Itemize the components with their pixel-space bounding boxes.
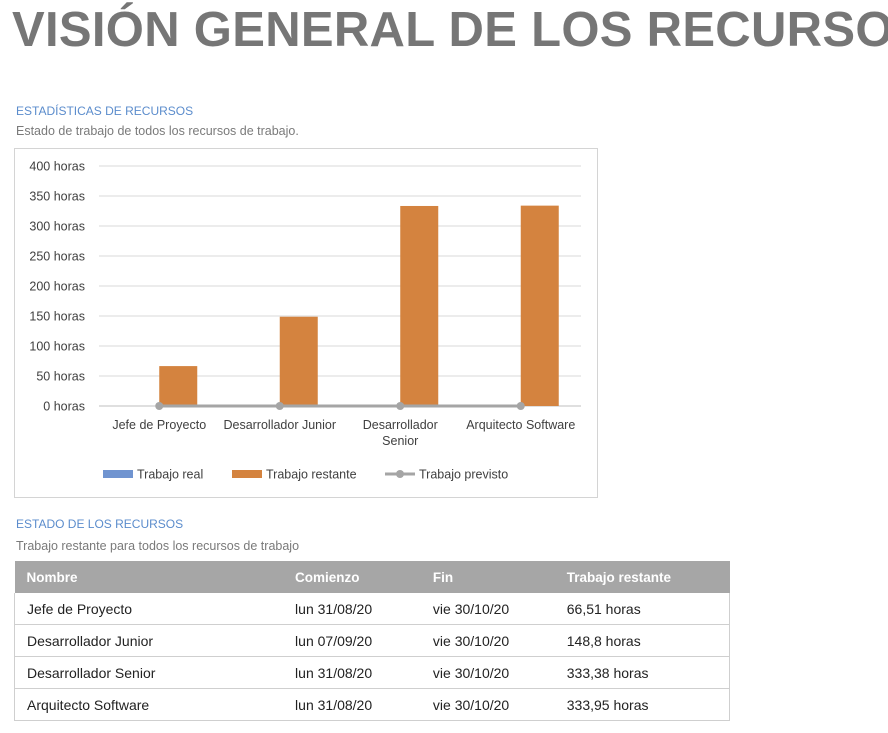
x-category-label: Arquitecto Software xyxy=(466,418,575,432)
line-point xyxy=(396,402,405,410)
stats-section-subheading: Estado de trabajo de todos los recursos … xyxy=(16,124,299,138)
y-tick-label: 150 horas xyxy=(29,310,85,324)
bar xyxy=(159,366,198,406)
x-category-label: Jefe de Proyecto xyxy=(112,418,206,432)
x-category-label: Desarrollador Junior xyxy=(223,418,336,432)
cell-name: Desarrollador Junior xyxy=(14,624,284,657)
y-tick-label: 200 horas xyxy=(29,280,85,294)
bar xyxy=(279,316,318,406)
table-row: Desarrollador Junior lun 07/09/20 vie 30… xyxy=(14,624,730,657)
cell-remaining: 333,95 horas xyxy=(554,688,730,721)
page-title: VISIÓN GENERAL DE LOS RECURSOS xyxy=(12,3,888,57)
header-remaining: Trabajo restante xyxy=(554,561,730,593)
stats-section-heading: ESTADÍSTICAS DE RECURSOS xyxy=(16,104,194,118)
cell-remaining: 148,8 horas xyxy=(554,624,730,657)
legend-label: Trabajo real xyxy=(137,468,203,482)
y-tick-label: 50 horas xyxy=(36,370,85,384)
table-row: Arquitecto Software lun 31/08/20 vie 30/… xyxy=(14,688,730,721)
legend-label: Trabajo previsto xyxy=(419,468,508,482)
bar xyxy=(400,205,439,406)
line-point xyxy=(275,402,284,410)
header-name: Nombre xyxy=(14,561,284,593)
cell-remaining: 66,51 horas xyxy=(554,593,730,625)
y-tick-label: 300 horas xyxy=(29,220,85,234)
cell-name: Jefe de Proyecto xyxy=(14,593,284,625)
cell-end: vie 30/10/20 xyxy=(420,688,555,721)
header-start: Comienzo xyxy=(283,561,421,593)
line-point xyxy=(155,402,164,410)
y-tick-label: 350 horas xyxy=(29,190,85,204)
cell-start: lun 31/08/20 xyxy=(283,593,421,625)
line-point xyxy=(516,402,525,410)
header-end: Fin xyxy=(420,561,555,593)
cell-start: lun 31/08/20 xyxy=(283,688,421,721)
legend-label: Trabajo restante xyxy=(266,468,357,482)
table-row: Jefe de Proyecto lun 31/08/20 vie 30/10/… xyxy=(14,593,730,625)
y-tick-label: 0 horas xyxy=(43,400,85,414)
cell-start: lun 31/08/20 xyxy=(283,656,421,689)
status-section-heading: ESTADO DE LOS RECURSOS xyxy=(16,517,184,531)
x-category-label: Desarrollador xyxy=(363,418,438,432)
chart-canvas: 0 horas 50 horas 100 horas 150 horas 200 hor… xyxy=(29,160,581,482)
x-category-label: Senior xyxy=(382,434,418,448)
cell-name: Arquitecto Software xyxy=(14,688,284,721)
y-tick-label: 250 horas xyxy=(29,250,85,264)
table-header-row: Nombre Comienzo Fin Trabajo restante xyxy=(14,561,730,593)
cell-start: lun 07/09/20 xyxy=(283,624,421,657)
cell-remaining: 333,38 horas xyxy=(554,656,730,689)
legend-swatch-marker xyxy=(396,470,404,478)
cell-end: vie 30/10/20 xyxy=(420,624,555,657)
table-row: Desarrollador Senior lun 31/08/20 vie 30… xyxy=(14,656,730,689)
status-section-subheading: Trabajo restante para todos los recursos… xyxy=(16,539,300,553)
legend-swatch xyxy=(232,470,262,478)
resource-status-table: Nombre Comienzo Fin Trabajo restante Jef… xyxy=(14,561,730,721)
legend-swatch xyxy=(103,470,133,478)
cell-end: vie 30/10/20 xyxy=(420,656,555,689)
cell-end: vie 30/10/20 xyxy=(420,593,555,625)
resource-chart: 0 horas 50 horas 100 horas 150 horas 200 hor… xyxy=(14,148,598,498)
y-tick-label: 400 horas xyxy=(29,160,85,174)
bar xyxy=(520,205,559,406)
y-tick-label: 100 horas xyxy=(29,340,85,354)
cell-name: Desarrollador Senior xyxy=(14,656,284,689)
